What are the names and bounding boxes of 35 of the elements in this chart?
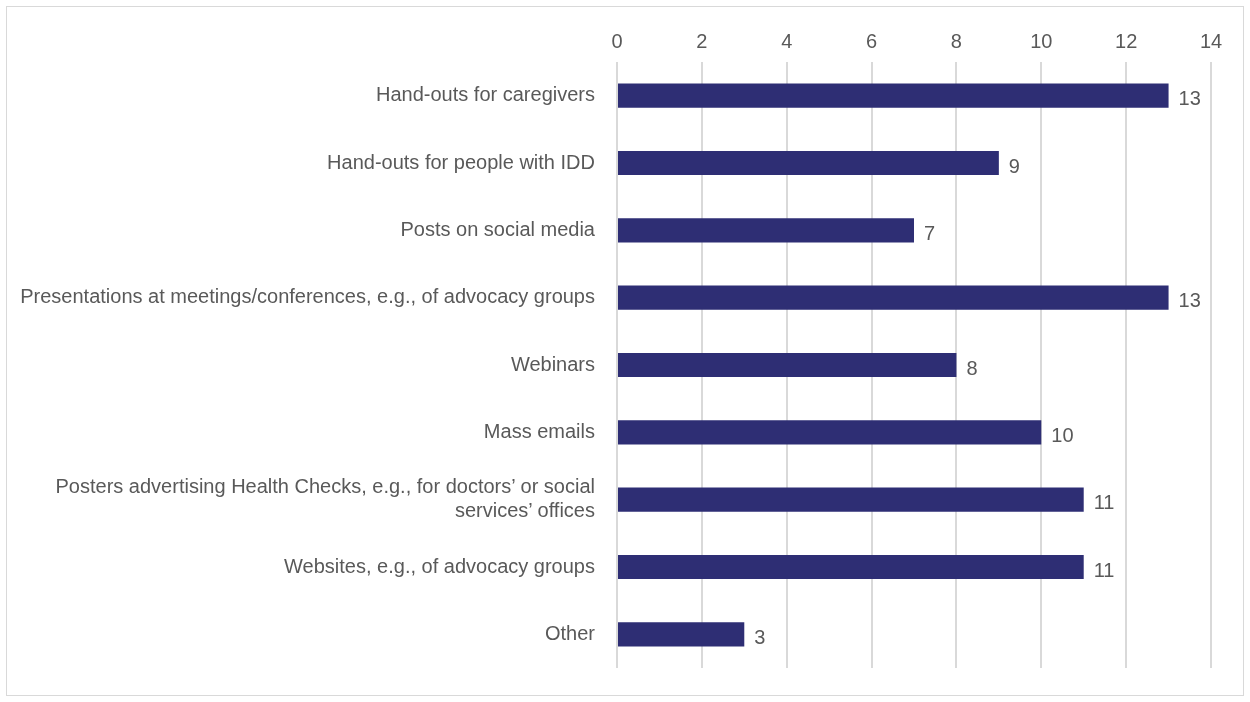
- x-tick-label: 8: [950, 29, 962, 52]
- x-tick-label: 4: [781, 29, 793, 52]
- y-tick-label: Posts on social media: [400, 217, 596, 240]
- y-tick-label: Webinars: [510, 352, 595, 375]
- x-tick-label: 14: [1199, 29, 1223, 52]
- x-tick-label: 6: [866, 29, 878, 52]
- data-label: 9: [1008, 154, 1020, 177]
- y-tick-label: Hand-outs for caregivers: [376, 83, 595, 106]
- bar: [618, 352, 957, 378]
- data-label: 8: [966, 356, 978, 379]
- y-tick-label: Other: [544, 621, 596, 644]
- data-label: 11: [1093, 558, 1115, 581]
- x-tick-label: 2: [696, 29, 708, 52]
- x-tick-label: 10: [1030, 29, 1053, 52]
- data-label: 7: [924, 221, 936, 244]
- bar: [618, 150, 999, 176]
- y-tick-label: Presentations at meetings/conferences, e.g., of advocacy groups: [20, 285, 595, 308]
- bar: [618, 622, 745, 647]
- y-tick-label: Posters advertising Health Checks, e.g., for doctors’ or social services’ offices: [55, 475, 595, 522]
- y-tick-label: Hand-outs for people with IDD: [327, 150, 595, 173]
- x-tick-label: 12: [1115, 29, 1138, 52]
- y-tick-label: Mass emails: [483, 419, 595, 442]
- data-label: 3: [754, 625, 766, 648]
- bar: [618, 218, 914, 243]
- y-tick-label: Websites, e.g., of advocacy groups: [284, 554, 595, 577]
- bar: [618, 554, 1084, 580]
- data-label: 11: [1093, 491, 1115, 514]
- data-label: 13: [1178, 87, 1201, 110]
- bar: [618, 83, 1169, 108]
- bar: [618, 285, 1169, 310]
- x-tick-label: 0: [611, 29, 623, 52]
- bar: [618, 487, 1084, 512]
- data-label: 10: [1051, 423, 1074, 446]
- bar: [618, 420, 1042, 445]
- data-label: 13: [1178, 289, 1201, 312]
